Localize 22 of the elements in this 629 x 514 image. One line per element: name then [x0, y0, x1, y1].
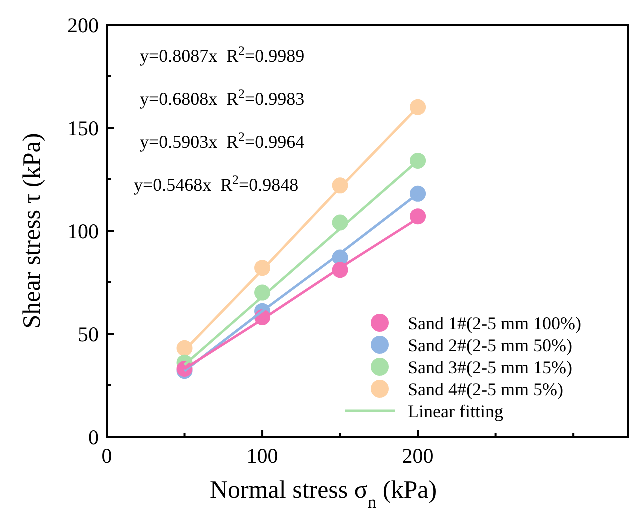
legend-label: Sand 1#(2-5 mm 100%)	[408, 313, 582, 334]
x-tick-label: 200	[402, 444, 434, 468]
y-tick-label: 0	[88, 425, 99, 450]
annotation: y=0.8087x R$^{2}$=0.9989	[140, 44, 305, 66]
legend-label: Sand 4#(2-5 mm 5%)	[408, 379, 564, 400]
x-tick-label: 100	[246, 444, 278, 468]
legend-label: Sand 3#(2-5 mm 15%)	[408, 357, 572, 378]
y-tick-label: 200	[68, 13, 99, 38]
legend-label: Linear fitting	[408, 401, 504, 422]
legend-label: Sand 2#(2-5 mm 50%)	[408, 335, 572, 356]
y-tick-label: 150	[68, 116, 99, 140]
annotation: y=0.5903x R$^{2}$=0.9964	[140, 130, 305, 152]
annotation: y=0.5468x R$^{2}$=0.9848	[134, 173, 299, 195]
x-axis-title: Normal stress σ$_{n}$ (kPa)	[210, 477, 438, 512]
point	[410, 186, 426, 202]
annotation: y=0.6808x R$^{2}$=0.9983	[140, 87, 305, 109]
y-axis-title: Shear stress τ (kPa)	[19, 133, 46, 329]
point	[410, 208, 426, 225]
point	[410, 152, 426, 169]
y-tick-label: 50	[78, 322, 99, 346]
y-tick-label: 100	[68, 219, 99, 244]
point	[410, 99, 426, 116]
